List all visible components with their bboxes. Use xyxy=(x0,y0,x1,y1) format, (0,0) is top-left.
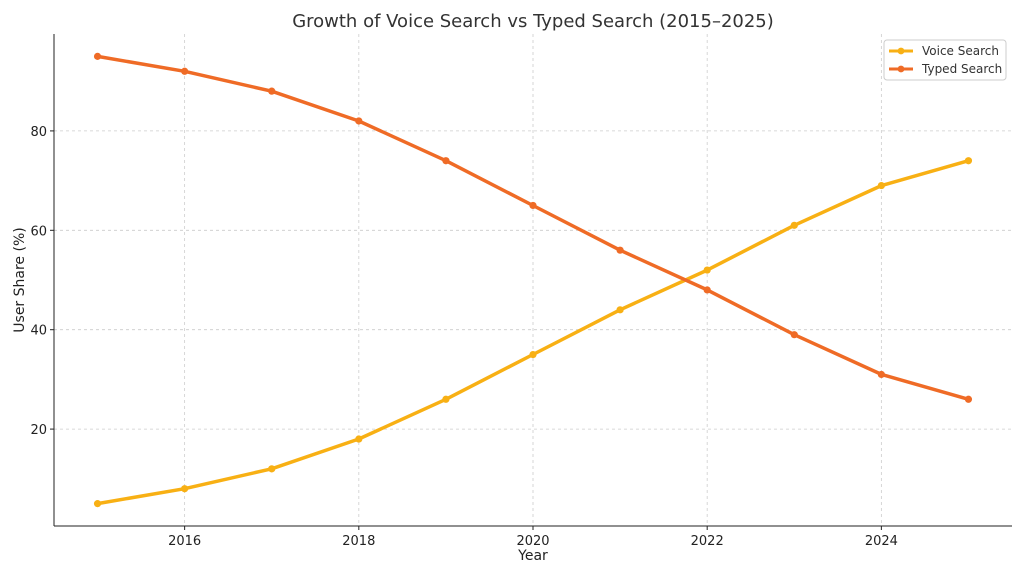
data-point xyxy=(93,52,102,60)
data-point xyxy=(181,67,189,75)
series-line-1 xyxy=(95,158,971,506)
data-point xyxy=(355,117,363,125)
legend-label: Voice Search xyxy=(922,44,999,58)
x-tick-label: 2024 xyxy=(865,534,898,549)
data-point xyxy=(703,266,711,274)
y-tick-label: 60 xyxy=(30,224,47,239)
data-point xyxy=(964,157,973,165)
x-tick-label: 2018 xyxy=(342,534,375,549)
data-point xyxy=(268,465,276,473)
y-axis-label: User Share (%) xyxy=(12,227,28,332)
y-tick-label: 20 xyxy=(30,423,47,438)
data-point xyxy=(616,246,624,254)
data-point xyxy=(442,157,450,165)
chart-title: Growth of Voice Search vs Typed Search (… xyxy=(292,11,774,32)
x-tick-label: 2022 xyxy=(691,534,724,549)
data-point xyxy=(529,201,537,210)
legend: Voice Search Typed Search xyxy=(883,39,1007,81)
x-tick-label: 2016 xyxy=(168,534,201,549)
series xyxy=(93,52,973,508)
ticks: 2016 2018 2020 2022 2024 20 40 60 80 xyxy=(30,125,897,549)
x-axis-label: Year xyxy=(517,548,548,564)
legend-swatch-marker xyxy=(897,47,905,55)
data-point xyxy=(964,395,973,403)
data-point xyxy=(442,395,450,403)
data-point xyxy=(181,485,189,493)
legend-label: Typed Search xyxy=(921,62,1002,76)
legend-box xyxy=(883,39,1007,81)
y-tick-label: 40 xyxy=(30,324,47,339)
data-point xyxy=(355,435,363,443)
data-point xyxy=(877,181,885,190)
data-point xyxy=(529,350,537,359)
legend-swatch-marker xyxy=(897,65,905,73)
data-point xyxy=(268,87,276,95)
data-point xyxy=(877,370,885,379)
grid xyxy=(54,34,1012,526)
data-point xyxy=(93,500,102,508)
y-tick-label: 80 xyxy=(30,125,47,140)
data-point xyxy=(616,306,624,314)
data-point xyxy=(790,331,798,339)
x-tick-label: 2020 xyxy=(516,534,549,549)
data-point xyxy=(790,221,798,229)
data-point xyxy=(703,286,711,294)
